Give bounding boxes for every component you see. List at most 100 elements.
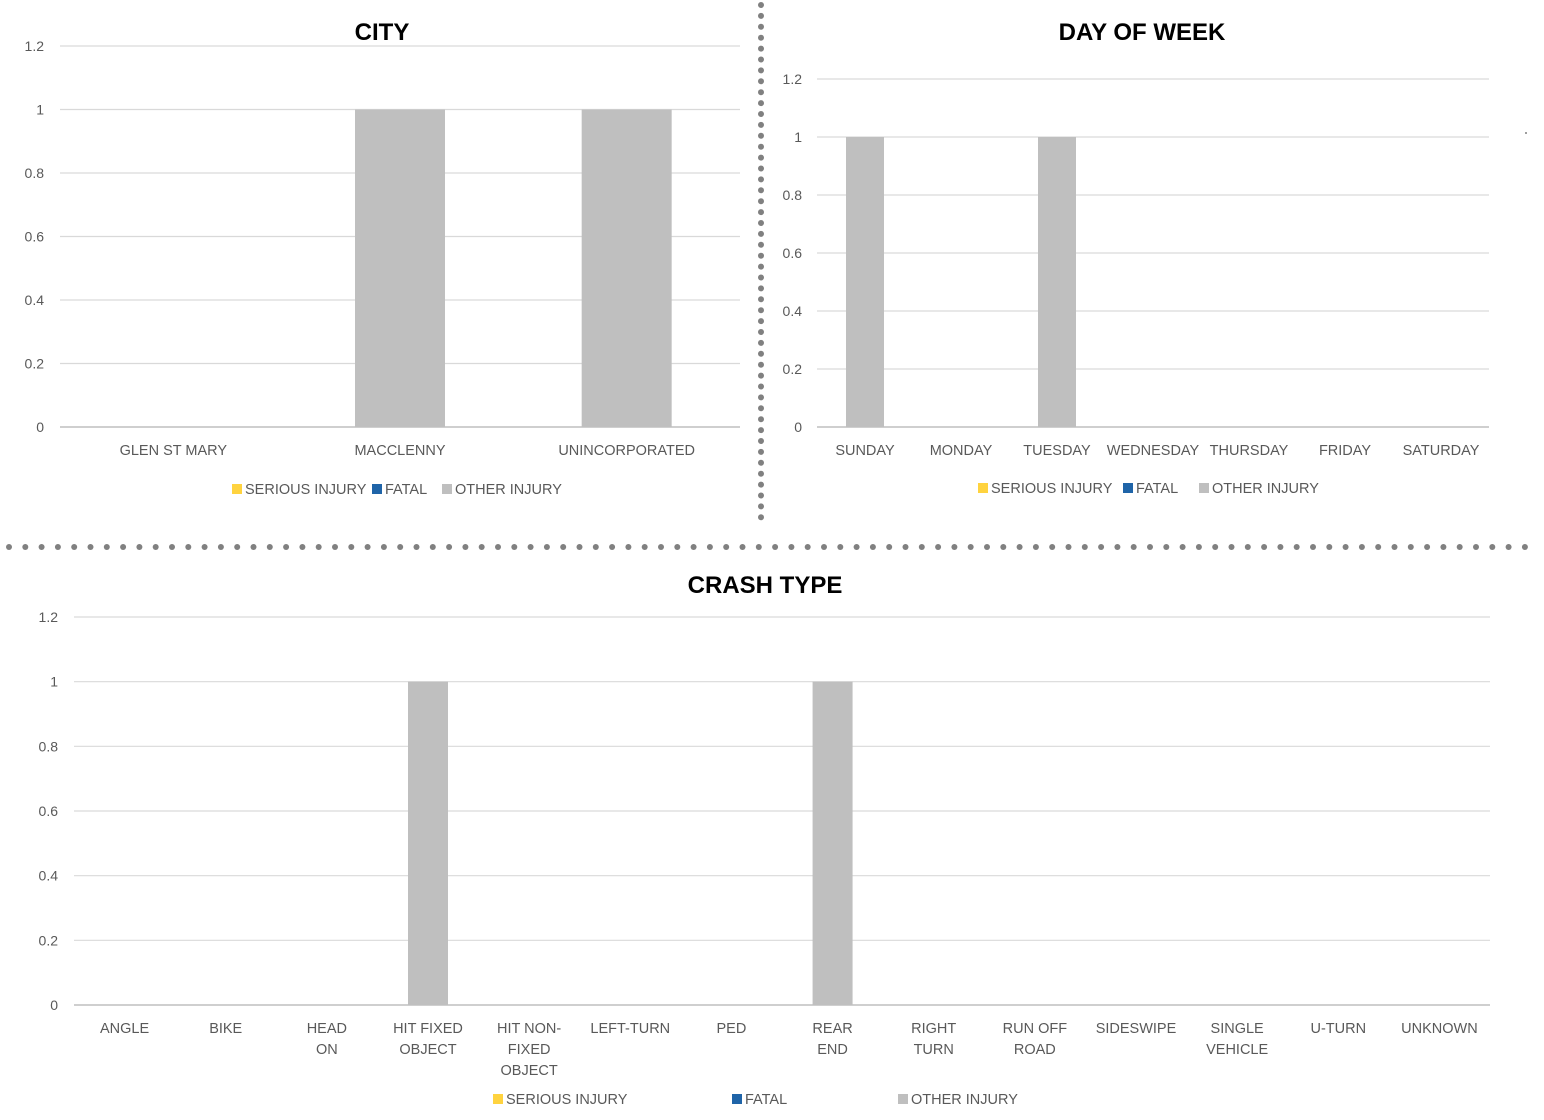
y-tick-label: 0: [50, 997, 58, 1013]
y-tick-label: 1: [50, 674, 58, 690]
separator-dot: [495, 544, 501, 550]
separator-dot: [1130, 544, 1137, 550]
separator-dot: [918, 544, 925, 550]
legend-label: OTHER INJURY: [911, 1092, 1018, 1108]
separator-dot: [625, 544, 632, 550]
separator-dot: [1326, 544, 1333, 550]
separator-dot: [690, 544, 697, 550]
x-tick-label-line: SINGLE: [1211, 1021, 1265, 1037]
x-tick-label: HIT NON- FIXED OBJECT: [497, 1021, 561, 1079]
separator-dot: [1098, 544, 1105, 550]
separator-dot: [758, 383, 764, 390]
x-tick-label-line: VEHICLE: [1206, 1042, 1268, 1058]
separator-dot: [22, 544, 29, 550]
separator-dot: [234, 544, 241, 550]
x-tick-label-line: MACCLENNY: [354, 443, 445, 459]
x-tick-label-line: MONDAY: [930, 443, 993, 459]
separator-dot: [560, 544, 567, 550]
separator-dot: [266, 544, 273, 550]
legend-label: OTHER INJURY: [455, 482, 562, 498]
separator-dot: [758, 307, 764, 314]
chart-title: CITY: [355, 19, 410, 46]
separator-dot: [1473, 544, 1479, 550]
x-tick-label: MACCLENNY: [354, 443, 445, 459]
separator-dot: [152, 544, 159, 550]
separator-dot: [758, 143, 764, 150]
separator-dot: [299, 544, 306, 550]
separator-dot: [54, 544, 61, 550]
legend-label: FATAL: [745, 1092, 787, 1108]
x-tick-label-line: TUESDAY: [1023, 443, 1091, 459]
separator-dot: [71, 544, 78, 550]
x-tick-label-line: OBJECT: [399, 1042, 456, 1058]
x-tick-label: SUNDAY: [835, 443, 895, 459]
separator-dot: [1261, 544, 1268, 550]
legend-swatch: [978, 483, 988, 493]
separator-dot: [1179, 544, 1186, 550]
separator-dot: [837, 544, 844, 550]
separator-dot: [758, 198, 764, 205]
legend-label: SERIOUS INJURY: [991, 481, 1113, 497]
legend-swatch: [898, 1094, 908, 1104]
separator-dot: [1407, 544, 1414, 550]
y-tick-label: 0.6: [39, 803, 59, 819]
separator-dot: [1195, 544, 1202, 550]
separator-dot: [755, 544, 762, 550]
separator-dot: [758, 230, 764, 237]
separator-dot: [723, 544, 730, 550]
separator-dot: [758, 154, 764, 161]
x-tick-label-line: PED: [717, 1021, 747, 1037]
crash-type-chart: CRASH TYPE 0 0.2 0.4 0.6 0.8 1 1.2 ANGLE BIKE HEAD…: [39, 572, 1490, 1108]
separator-dot: [87, 544, 94, 550]
separator-dot: [380, 544, 387, 550]
legend-label: SERIOUS INJURY: [245, 482, 367, 498]
separator-dot: [758, 100, 764, 107]
city-chart: CITY 0 0.2 0.4 0.6 0.8 1 1.2 GLEN ST MARY MACCLEN…: [25, 19, 740, 498]
x-tick-label-line: U-TURN: [1310, 1021, 1366, 1037]
legend-label: OTHER INJURY: [1212, 481, 1319, 497]
separator-dot: [446, 544, 453, 550]
separator-dot: [758, 176, 764, 183]
separator-dot: [758, 296, 764, 303]
x-tick-label-line: SIDESWIPE: [1096, 1021, 1177, 1037]
separator-dot: [462, 544, 469, 550]
separator-dot: [758, 470, 764, 477]
x-tick-label-line: HIT FIXED: [393, 1021, 463, 1037]
separator-dot: [1293, 544, 1300, 550]
x-tick-label: HEAD ON: [307, 1021, 347, 1058]
y-tick-label: 1.2: [783, 71, 803, 87]
x-tick-label: HIT FIXED OBJECT: [393, 1021, 463, 1058]
separator-dot: [1000, 544, 1007, 550]
x-tick-label: UNINCORPORATED: [558, 443, 695, 459]
separator-dot: [758, 427, 764, 434]
separator-dot: [1440, 544, 1447, 550]
separator-dot: [758, 372, 764, 379]
separator-dot: [543, 544, 550, 550]
day-of-week-chart: DAY OF WEEK 0 0.2 0.4 0.6 0.8 1 1.2 SUNDAY MONDAY…: [783, 19, 1489, 497]
separator-dot: [758, 132, 764, 139]
separator-dot: [1342, 544, 1349, 550]
x-tick-label-line: SATURDAY: [1403, 443, 1480, 459]
separator-dot: [758, 350, 764, 357]
x-tick-label-line: RUN OFF: [1003, 1021, 1068, 1037]
legend-label: SERIOUS INJURY: [506, 1092, 628, 1108]
separator-dot: [103, 544, 110, 550]
legend-swatch: [442, 484, 452, 494]
separator-dot: [758, 263, 764, 270]
separator-dot: [706, 544, 713, 550]
separator-dot: [758, 78, 764, 85]
separator-dot: [1424, 544, 1431, 550]
separator-dot: [283, 544, 290, 550]
separator-dot: [758, 361, 764, 368]
legend: SERIOUS INJURY FATAL OTHER INJURY: [978, 481, 1319, 497]
x-tick-label-line: OBJECT: [501, 1063, 558, 1079]
y-tick-label: 0.4: [783, 303, 803, 319]
separator-dot: [1505, 544, 1512, 550]
x-tick-label: RIGHT TURN: [911, 1021, 956, 1058]
y-tick-label: 1: [794, 129, 802, 145]
x-tick-label: FRIDAY: [1319, 443, 1371, 459]
separator-dot: [758, 285, 764, 292]
separator-dot: [758, 121, 764, 128]
separator-dot: [758, 405, 764, 412]
